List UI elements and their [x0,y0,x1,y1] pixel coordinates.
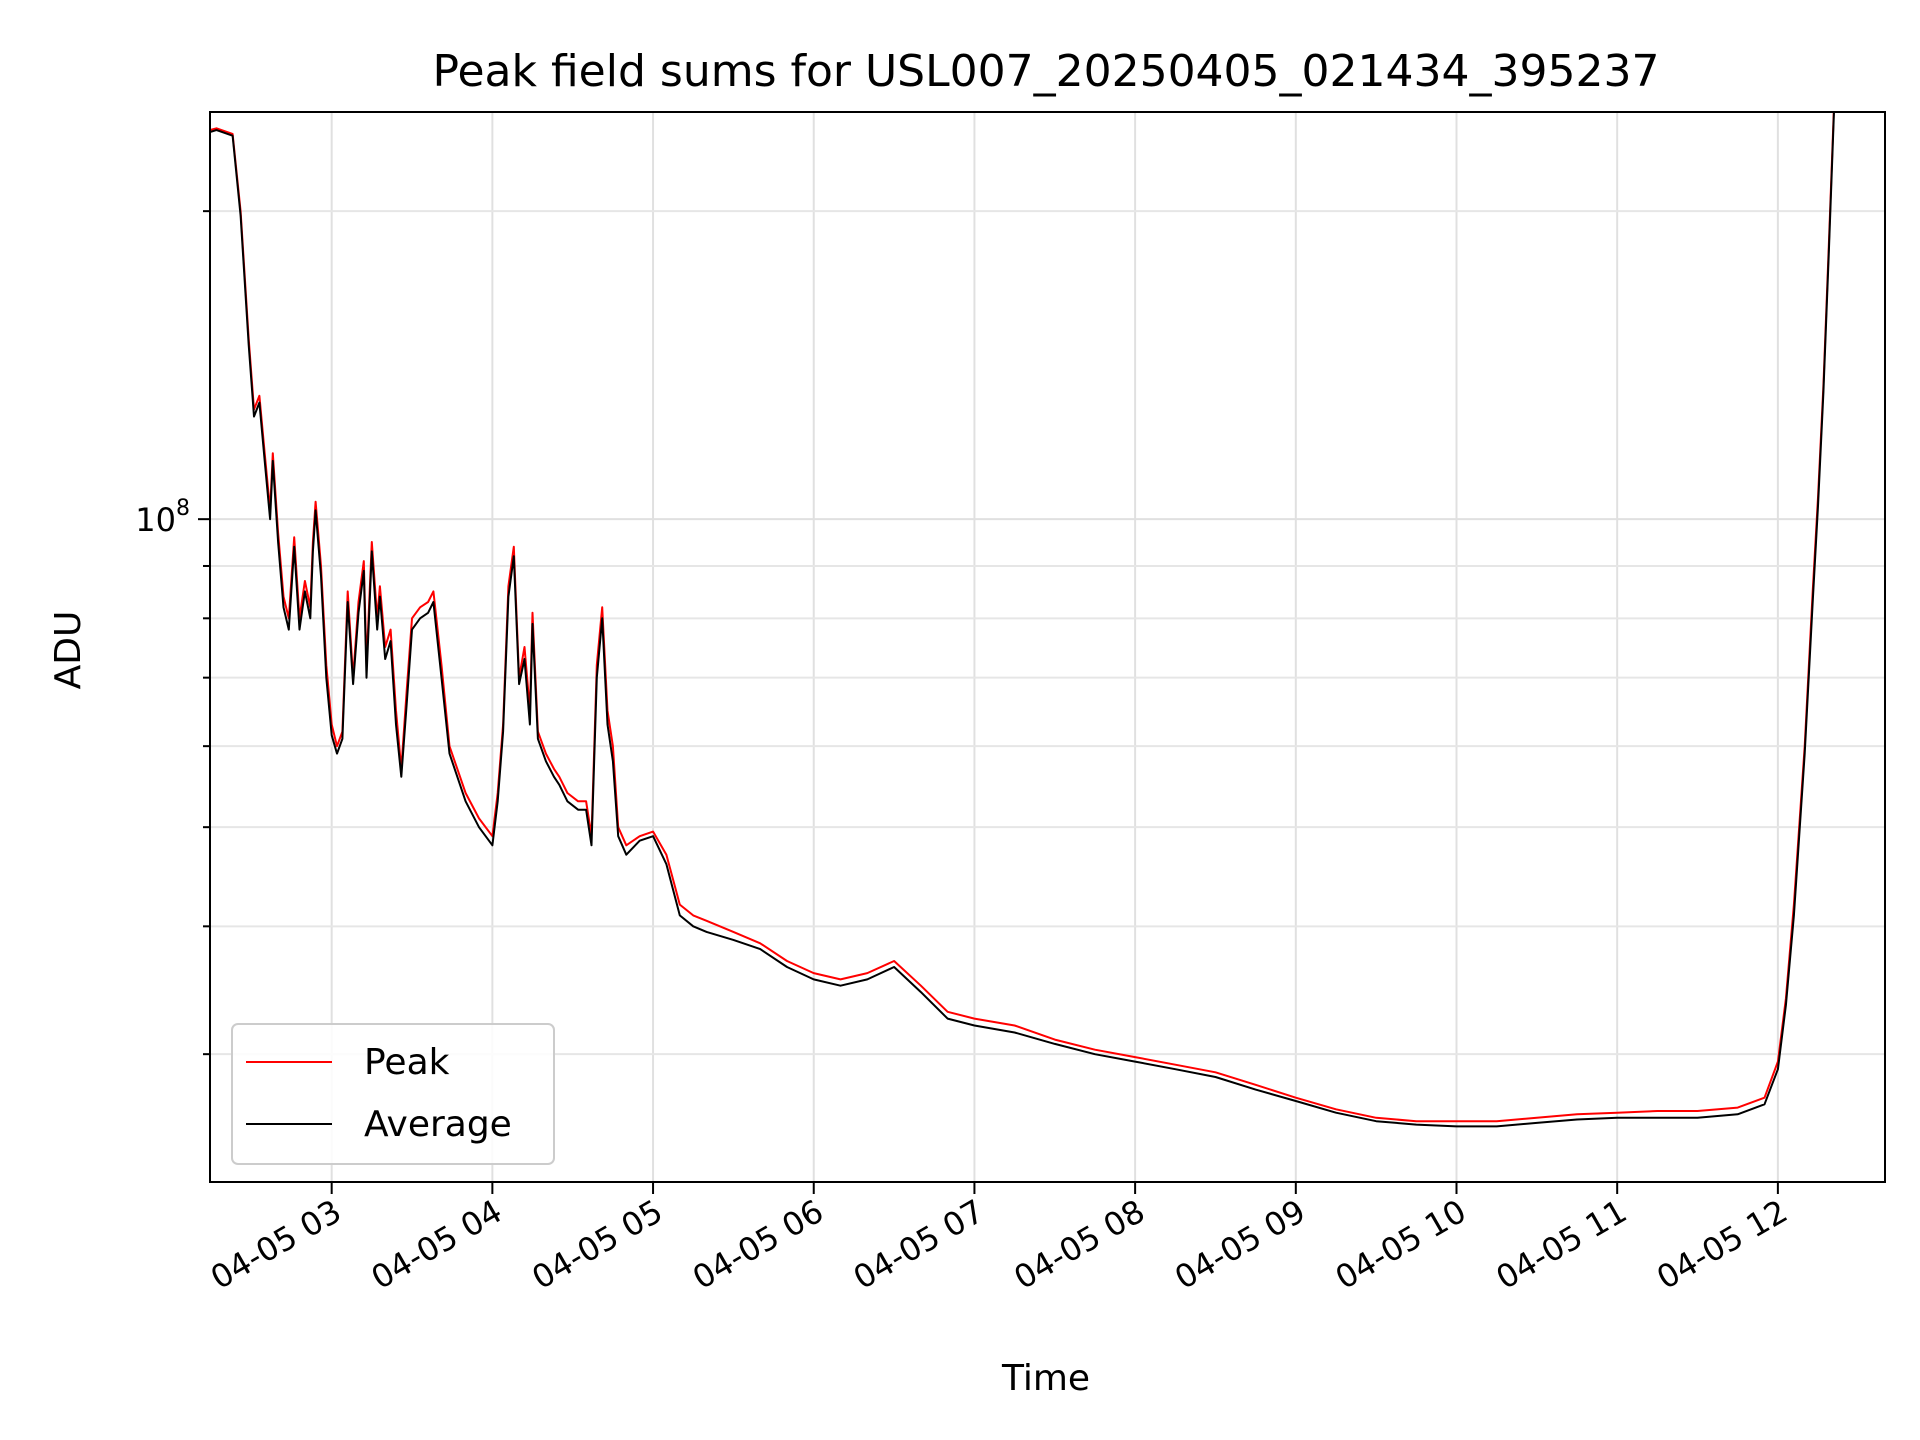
y-axis-label: ADU [48,611,89,690]
y-tick-label: 108 [135,496,190,539]
grid [210,112,1885,1182]
y-axis: 108 [135,210,210,1056]
legend-label-peak: Peak [364,1042,450,1083]
x-axis-label: Time [1001,1358,1090,1399]
plot-area [209,111,1886,1183]
legend-label-average: Average [364,1104,512,1145]
series-line-average [210,112,1835,1128]
legend-box [231,1023,555,1165]
series-layer [210,112,1835,1128]
plot-frame [209,111,1886,1183]
chart-title: Peak field sums for USL007_20250405_0214… [433,46,1660,97]
legend: Peak Average [231,1023,555,1165]
